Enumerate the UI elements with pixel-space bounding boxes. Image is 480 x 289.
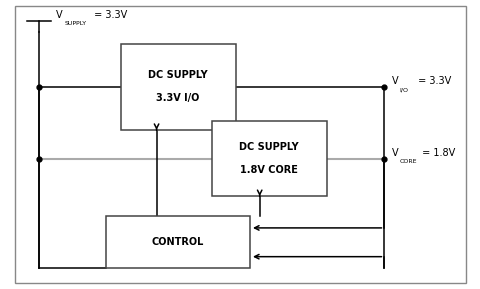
Text: 1.8V CORE: 1.8V CORE <box>240 165 298 175</box>
Text: DC SUPPLY: DC SUPPLY <box>239 142 299 152</box>
Text: CONTROL: CONTROL <box>152 237 204 247</box>
Text: I/O: I/O <box>398 87 408 92</box>
Text: CORE: CORE <box>398 159 416 164</box>
Text: V: V <box>56 10 62 20</box>
Text: = 1.8V: = 1.8V <box>418 148 454 158</box>
Bar <box>120 44 235 130</box>
Text: SUPPLY: SUPPLY <box>64 21 86 26</box>
Text: = 3.3V: = 3.3V <box>91 10 127 20</box>
Text: V: V <box>391 148 397 158</box>
Bar <box>211 121 326 196</box>
Text: = 3.3V: = 3.3V <box>414 76 450 86</box>
Text: 3.3V I/O: 3.3V I/O <box>156 93 199 103</box>
Bar <box>106 216 250 268</box>
Text: DC SUPPLY: DC SUPPLY <box>148 71 207 80</box>
Text: V: V <box>391 76 397 86</box>
